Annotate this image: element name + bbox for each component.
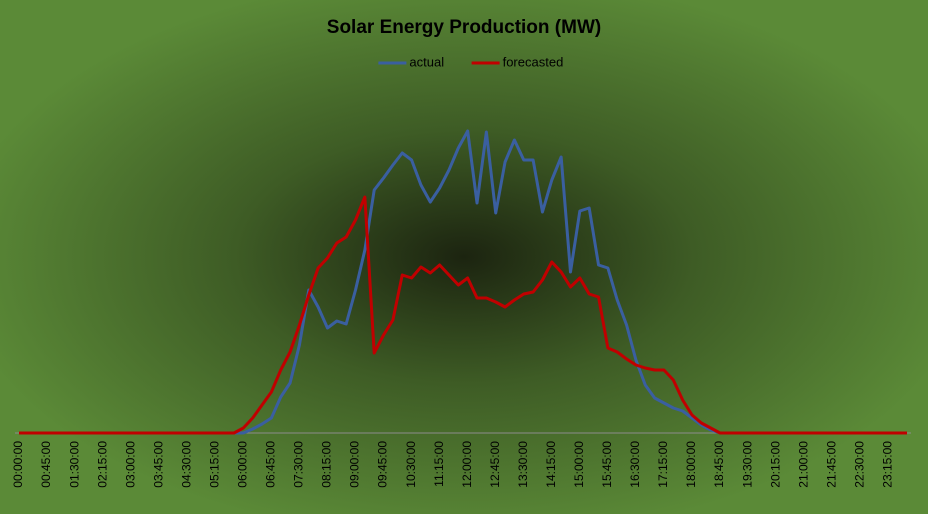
x-tick-label: 18:45:00 (712, 441, 726, 488)
series-line (19, 195, 907, 435)
x-tick-label: 12:45:00 (488, 441, 502, 488)
legend-label: forecasted (503, 54, 564, 69)
x-tick-label: 00:00:00 (11, 441, 25, 488)
x-tick-label: 15:00:00 (572, 441, 586, 488)
x-tick-label: 17:15:00 (656, 441, 670, 488)
x-tick-label: 22:30:00 (852, 441, 866, 488)
x-tick-label: 08:15:00 (320, 441, 334, 488)
x-tick-label: 18:00:00 (684, 441, 698, 488)
x-tick-label: 20:15:00 (768, 441, 782, 488)
x-tick-label: 00:45:00 (39, 441, 53, 488)
x-tick-label: 06:45:00 (264, 441, 278, 488)
x-tick-label: 05:15:00 (207, 441, 221, 488)
x-tick-label: 11:15:00 (432, 441, 446, 487)
x-tick-label: 02:15:00 (95, 441, 109, 488)
x-tick-label: 16:30:00 (628, 441, 642, 488)
x-tick-label: 04:30:00 (179, 441, 193, 488)
x-tick-label: 12:00:00 (460, 441, 474, 488)
x-tick-label: 07:30:00 (292, 441, 306, 488)
x-tick-label: 06:00:00 (236, 441, 250, 488)
x-tick-label: 21:00:00 (796, 441, 810, 488)
x-tick-label: 13:30:00 (516, 441, 530, 488)
x-tick-label: 23:15:00 (880, 441, 894, 488)
x-tick-label: 09:00:00 (348, 441, 362, 488)
x-tick-label: 09:45:00 (376, 441, 390, 488)
legend-label: actual (409, 54, 444, 69)
x-tick-label: 19:30:00 (740, 441, 754, 488)
x-tick-label: 03:00:00 (123, 441, 137, 488)
x-tick-label: 14:15:00 (544, 441, 558, 488)
x-tick-label: 21:45:00 (824, 441, 838, 488)
x-tick-label: 15:45:00 (600, 441, 614, 488)
x-tick-label: 01:30:00 (67, 441, 81, 488)
x-tick-label: 10:30:00 (404, 441, 418, 488)
x-tick-label: 03:45:00 (151, 441, 165, 488)
chart-title: Solar Energy Production (MW) (327, 17, 601, 38)
